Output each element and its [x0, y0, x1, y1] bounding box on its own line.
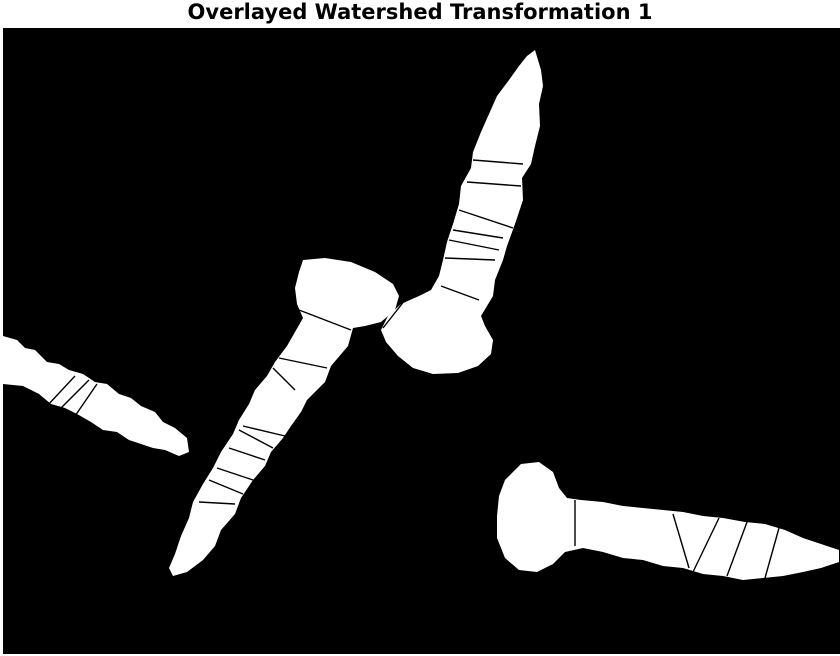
watershed-line [466, 181, 522, 187]
watershed-line [382, 299, 406, 329]
watershed-line [208, 479, 244, 495]
screw-diagonal-center [169, 258, 399, 576]
watershed-line [298, 309, 352, 331]
watershed-line [472, 159, 524, 165]
watershed-lines [46, 159, 780, 579]
watershed-line [60, 379, 90, 409]
watershed-line [242, 425, 286, 437]
watershed-line [228, 447, 266, 461]
watershed-line [46, 375, 76, 407]
screw-lower-right [497, 462, 839, 580]
watershed-line [452, 229, 504, 239]
screw-left-edge [3, 336, 189, 456]
watershed-line [216, 467, 254, 481]
watershed-line [672, 513, 690, 569]
watershed-line [238, 429, 274, 449]
watershed-line [726, 521, 748, 577]
watershed-image [3, 28, 840, 654]
watershed-line [198, 501, 236, 505]
watershed-line [458, 209, 514, 229]
watershed-line [692, 517, 720, 573]
image-panel [3, 28, 840, 654]
watershed-line [448, 239, 500, 251]
watershed-line [278, 357, 328, 369]
watershed-line [764, 527, 780, 579]
watershed-line [74, 383, 98, 417]
screw-upper-right [381, 50, 543, 374]
watershed-line [440, 285, 480, 301]
figure-title: Overlayed Watershed Transformation 1 [187, 0, 653, 24]
watershed-line [444, 257, 496, 261]
watershed-line [272, 367, 296, 391]
